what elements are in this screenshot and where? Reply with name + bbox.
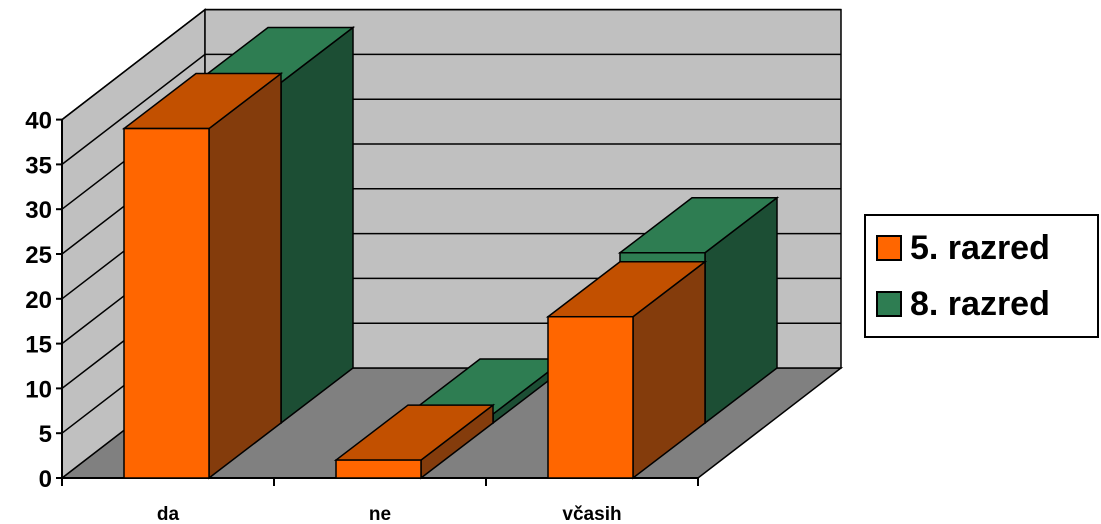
- bar-front: [547, 315, 634, 479]
- y-tick-label: 0: [39, 466, 52, 493]
- y-tick-label: 20: [25, 287, 52, 314]
- bar-front: [335, 459, 422, 479]
- y-tick-label: 15: [25, 332, 52, 359]
- y-tick-label: 35: [25, 152, 52, 179]
- bar-5-razred-2: [545, 260, 708, 480]
- x-category-label: da: [157, 504, 180, 524]
- y-tick-label: 5: [39, 421, 52, 448]
- gridline: [61, 53, 841, 165]
- bars: [121, 26, 780, 480]
- x-category-label: ne: [369, 504, 391, 524]
- legend-swatch-8-razred: [876, 291, 902, 317]
- legend-label: 5. razred: [910, 228, 1050, 267]
- x-category-label: včasih: [562, 504, 621, 524]
- bar-5-razred-1: [333, 403, 496, 480]
- y-tick-label: 40: [25, 108, 52, 135]
- y-tick-label: 30: [25, 197, 52, 224]
- axis-labels: 0 5 10 15 20 25 30 35 40 da ne včasih: [25, 108, 621, 524]
- legend: 5. razred 8. razred: [864, 214, 1099, 338]
- legend-swatch-5-razred: [876, 235, 902, 261]
- y-tick-label: 10: [25, 376, 52, 403]
- legend-label: 8. razred: [910, 284, 1050, 323]
- bar-5-razred-0: [121, 72, 284, 480]
- bar-side: [280, 26, 354, 425]
- legend-item-5-razred: 5. razred: [876, 228, 1050, 268]
- bar-side: [208, 72, 282, 480]
- legend-item-8-razred: 8. razred: [876, 284, 1050, 324]
- gridline: [61, 8, 841, 121]
- y-tick-label: 25: [25, 242, 52, 269]
- bar-front: [123, 127, 210, 479]
